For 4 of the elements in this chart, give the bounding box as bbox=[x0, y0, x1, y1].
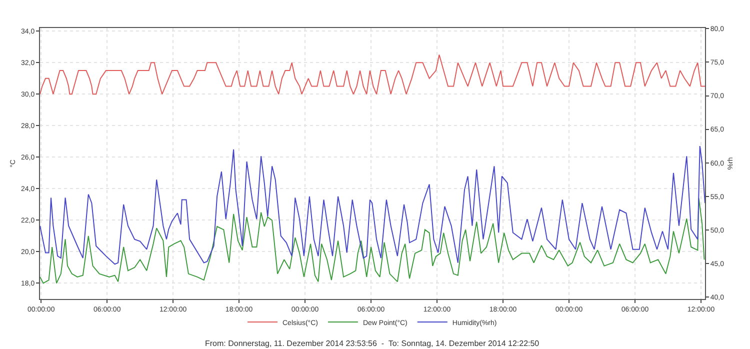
line-series bbox=[40, 54, 705, 95]
text: From: Donnerstag, 11. Dezember 2014 23:53:56 - To: Sonntag, 14. Dezember 2014 12:22:50 bbox=[205, 339, 540, 348]
line-series bbox=[40, 198, 705, 284]
line-series bbox=[40, 146, 705, 265]
